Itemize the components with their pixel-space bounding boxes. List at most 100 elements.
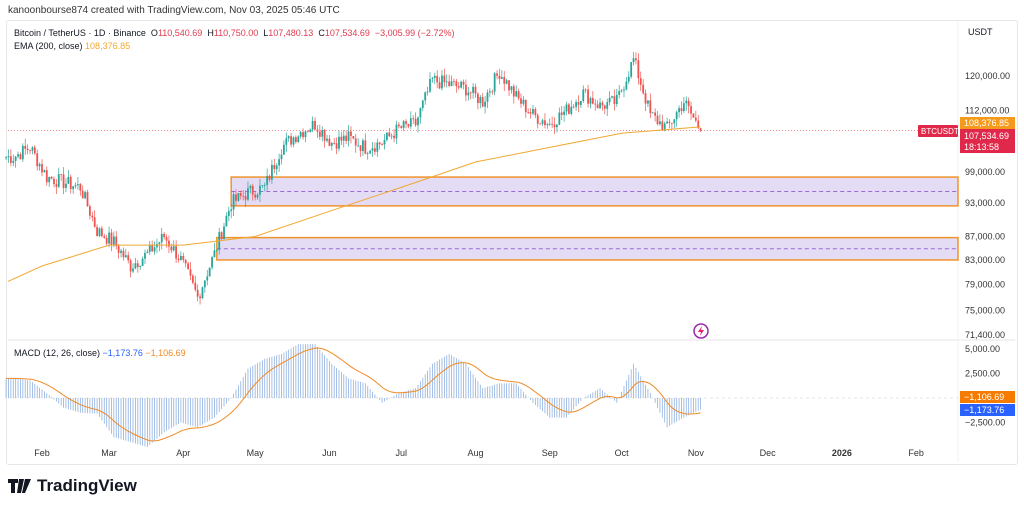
price-axis-tick: 99,000.00	[965, 167, 1005, 177]
candle	[225, 215, 228, 227]
candle	[158, 242, 161, 244]
candle	[352, 136, 355, 139]
candle	[496, 73, 498, 76]
time-axis-tick: Dec	[760, 448, 777, 458]
candle	[196, 289, 199, 297]
close-value: 107,534.69	[324, 28, 370, 38]
candle	[115, 236, 118, 247]
candle	[93, 217, 96, 227]
candle	[431, 78, 434, 79]
candle	[551, 123, 554, 125]
price-axis-tick: 75,000.00	[965, 306, 1005, 316]
candle	[366, 153, 369, 155]
candle	[79, 184, 82, 191]
candle	[151, 244, 154, 252]
candle	[170, 246, 173, 251]
price-axis-tick: 93,000.00	[965, 198, 1005, 208]
candle	[38, 164, 41, 167]
low-label: L	[263, 28, 269, 38]
candle	[400, 126, 403, 128]
candle	[455, 81, 458, 87]
candle	[678, 108, 680, 113]
candle	[453, 81, 455, 83]
candle	[661, 121, 664, 131]
candle	[122, 250, 125, 258]
candle	[5, 157, 7, 159]
high-value: 110,750.00	[213, 28, 259, 38]
ema-price-text: 108,376.85	[964, 118, 1009, 128]
candle	[50, 176, 53, 179]
candle	[304, 131, 307, 138]
price-axis-tick: 120,000.00	[965, 71, 1010, 81]
candle	[213, 250, 216, 258]
candle	[690, 106, 692, 114]
ema-label: EMA (200, close)	[14, 41, 83, 51]
candle	[89, 206, 91, 216]
credit-line: kanoonbourse874 created with TradingView…	[8, 5, 340, 16]
candle	[613, 96, 616, 104]
candle	[522, 99, 525, 104]
candle	[96, 226, 98, 236]
candle	[570, 106, 573, 114]
candle	[481, 97, 484, 107]
candle	[450, 81, 453, 87]
candle	[259, 185, 261, 195]
candle	[476, 93, 479, 104]
candle	[41, 164, 43, 173]
candle	[429, 78, 431, 92]
candle	[342, 135, 345, 141]
candle	[647, 100, 649, 104]
candle	[524, 99, 527, 113]
macd-legend: MACD (12, 26, close) −1,173.76 −1,106.69	[14, 348, 186, 358]
currency-label[interactable]: USDT	[968, 27, 993, 37]
candle	[318, 131, 321, 137]
candle	[65, 183, 67, 188]
price-axis-tick: 112,000.00	[965, 105, 1009, 115]
macd-value: −1,173.76	[102, 348, 143, 358]
low-value: 107,480.13	[268, 28, 314, 38]
chart-panel[interactable]	[6, 20, 1018, 465]
candle	[443, 75, 446, 83]
candle	[335, 143, 338, 149]
candle	[249, 185, 252, 189]
candle	[594, 103, 597, 105]
candle	[211, 257, 213, 268]
candle	[345, 135, 348, 142]
time-axis-tick: 2026	[832, 448, 852, 458]
candle	[350, 131, 352, 137]
price-axis-tick: 71,400.00	[965, 330, 1005, 340]
candle	[136, 263, 139, 267]
candle	[103, 236, 106, 238]
candle	[165, 237, 168, 241]
candle	[7, 156, 10, 158]
candle	[623, 89, 625, 91]
signal-value-tag	[960, 391, 1015, 403]
candle	[67, 176, 70, 184]
candle	[620, 90, 623, 92]
candle	[517, 91, 520, 99]
candle	[673, 119, 676, 124]
time-axis-tick: Oct	[615, 448, 630, 458]
candle	[656, 115, 659, 125]
candle	[374, 148, 376, 152]
candle	[362, 140, 364, 152]
time-axis-tick: Mar	[101, 448, 117, 458]
lightning-icon	[693, 323, 709, 339]
candle	[290, 136, 292, 145]
candle	[172, 246, 175, 251]
candle	[297, 136, 300, 142]
candle	[419, 108, 422, 118]
candle	[397, 124, 400, 127]
candle	[357, 145, 360, 147]
candle	[376, 142, 379, 152]
candle	[53, 178, 55, 185]
candle	[572, 106, 575, 108]
tradingview-logo[interactable]: TradingView	[8, 476, 137, 496]
candle	[127, 255, 130, 261]
candle	[302, 132, 304, 138]
candle	[577, 101, 580, 105]
candle	[314, 120, 316, 130]
candle	[347, 131, 350, 142]
candle	[254, 194, 257, 198]
